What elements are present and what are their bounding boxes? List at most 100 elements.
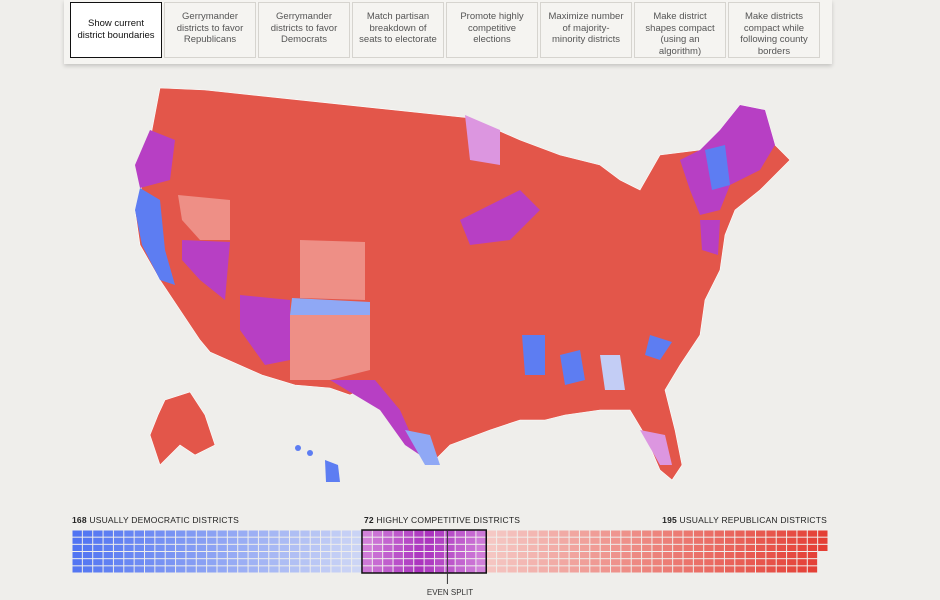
district-cell (196, 552, 207, 559)
district-cell (300, 530, 310, 537)
district-cell (579, 530, 590, 537)
district-cell (642, 537, 652, 544)
even-split-label: EVEN SPLIT (426, 588, 474, 597)
district-cell (507, 530, 517, 537)
map-region (522, 335, 545, 375)
district-cell (466, 544, 476, 551)
district-cell (207, 566, 217, 573)
tab[interactable]: Promote highly competitive elections (446, 2, 538, 58)
district-cell (238, 537, 248, 544)
district-cell (310, 530, 321, 537)
district-cell (113, 566, 124, 573)
district-cell (155, 537, 165, 544)
district-cell (807, 559, 818, 566)
tab[interactable]: Show current district boundaries (70, 2, 162, 58)
tab[interactable]: Make districts compact while following c… (728, 2, 820, 58)
district-cell (673, 566, 683, 573)
district-cell (103, 544, 113, 551)
district-cell (548, 544, 559, 551)
district-cell (424, 544, 434, 551)
district-cell (642, 559, 652, 566)
district-cell (331, 566, 341, 573)
dem-count: 168 (72, 515, 87, 525)
district-cell (693, 537, 704, 544)
district-cell (227, 530, 238, 537)
district-cell (403, 559, 414, 566)
tab[interactable]: Match partisan breakdown of seats to ele… (352, 2, 444, 58)
district-cell (807, 530, 818, 537)
district-cell (196, 559, 207, 566)
district-cell (352, 559, 362, 566)
district-cell (569, 566, 579, 573)
district-cell (258, 559, 269, 566)
district-cell (217, 559, 227, 566)
district-cell (579, 537, 590, 544)
district-cell (466, 559, 476, 566)
district-cell (72, 544, 82, 551)
map-region (700, 220, 720, 255)
district-cell (331, 544, 341, 551)
district-cell (269, 530, 279, 537)
map-region (705, 145, 730, 190)
district-cell (289, 544, 300, 551)
district-cell (662, 544, 673, 551)
district-cell (652, 566, 662, 573)
district-cell (331, 559, 341, 566)
district-cell (207, 552, 217, 559)
district-cell (403, 530, 414, 537)
district-cell (631, 566, 642, 573)
district-cell (362, 537, 372, 544)
district-cell (300, 552, 310, 559)
district-cell (155, 552, 165, 559)
district-cell (321, 566, 331, 573)
district-cell (569, 559, 579, 566)
district-cell (683, 566, 693, 573)
district-cell (82, 530, 93, 537)
district-cell (207, 537, 217, 544)
district-cell (383, 544, 393, 551)
district-cell (756, 559, 766, 566)
district-cell (414, 552, 424, 559)
map-region (330, 380, 420, 455)
tab[interactable]: Gerrymander districts to favor Republica… (164, 2, 256, 58)
district-cell (528, 559, 538, 566)
district-cell (269, 552, 279, 559)
district-cell (93, 552, 103, 559)
district-cell (393, 537, 403, 544)
district-cell (548, 552, 559, 559)
district-cell (559, 537, 569, 544)
tab[interactable]: Gerrymander districts to favor Democrats (258, 2, 350, 58)
district-cell (227, 552, 238, 559)
district-cell (165, 544, 176, 551)
district-cell (590, 559, 600, 566)
district-cell (144, 537, 155, 544)
district-cell (497, 544, 507, 551)
district-cell (507, 559, 517, 566)
district-cell (113, 552, 124, 559)
district-cell (352, 552, 362, 559)
district-cell (476, 537, 486, 544)
district-cell (186, 537, 196, 544)
district-cell (196, 566, 207, 573)
district-cell (787, 552, 797, 559)
district-cell (714, 552, 724, 559)
map-region (560, 350, 585, 385)
district-cell (538, 530, 548, 537)
district-cell (124, 537, 134, 544)
district-cell (579, 559, 590, 566)
district-cell (310, 566, 321, 573)
comp-summary: 72 HIGHLY COMPETITIVE DISTRICTS (364, 515, 520, 525)
district-cell (403, 537, 414, 544)
district-cell (714, 559, 724, 566)
district-cell (693, 566, 704, 573)
district-cell (248, 552, 258, 559)
district-cell (611, 552, 621, 559)
district-cell (766, 559, 776, 566)
tab[interactable]: Maximize number of majority-minority dis… (540, 2, 632, 58)
district-cell (724, 552, 735, 559)
district-cell (776, 530, 787, 537)
tab[interactable]: Make district shapes compact (using an a… (634, 2, 726, 58)
district-cell (341, 552, 352, 559)
district-cell (569, 537, 579, 544)
